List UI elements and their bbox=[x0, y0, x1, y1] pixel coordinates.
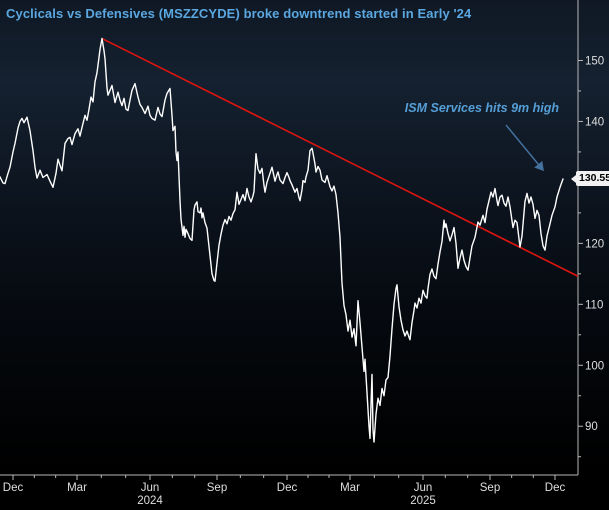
x-tick-label: Dec bbox=[277, 482, 298, 494]
x-tick-label: Dec bbox=[3, 482, 24, 494]
y-tick-label: 110 bbox=[585, 299, 603, 311]
x-tick-label: Sep bbox=[207, 482, 227, 494]
x-tick-label: Mar bbox=[67, 482, 87, 494]
downtrend-line bbox=[101, 37, 579, 277]
y-tick-label: 90 bbox=[585, 421, 598, 433]
y-axis-labels: 90 100 110 120 140 150 bbox=[585, 55, 604, 433]
x-axis-ticks bbox=[12, 475, 556, 480]
y-tick-label: 120 bbox=[585, 238, 604, 250]
x-tick-label: Dec bbox=[545, 482, 566, 494]
last-price-badge: 130.55 bbox=[570, 171, 609, 186]
annotation-text: ISM Services hits 9m high bbox=[404, 101, 559, 115]
annotation-arrow bbox=[505, 124, 544, 172]
price-line bbox=[0, 37, 564, 443]
x-tick-label: Sep bbox=[480, 482, 500, 494]
x-year-label: 2024 bbox=[137, 495, 163, 507]
x-tick-label: Mar bbox=[340, 482, 360, 494]
y-tick-label: 100 bbox=[585, 360, 604, 372]
x-tick-label: Jun bbox=[141, 482, 160, 494]
chart-title: Cyclicals vs Defensives (MSZZCYDE) broke… bbox=[6, 6, 472, 21]
x-axis-labels: Dec Mar Jun Sep Dec Mar Jun Sep Dec 2024 2025 bbox=[3, 482, 566, 507]
y-axis-ticks bbox=[578, 59, 583, 458]
x-tick-label: Jun bbox=[414, 482, 433, 494]
y-tick-label: 140 bbox=[585, 116, 604, 128]
x-year-label: 2025 bbox=[410, 495, 436, 507]
y-tick-label: 150 bbox=[585, 55, 604, 67]
